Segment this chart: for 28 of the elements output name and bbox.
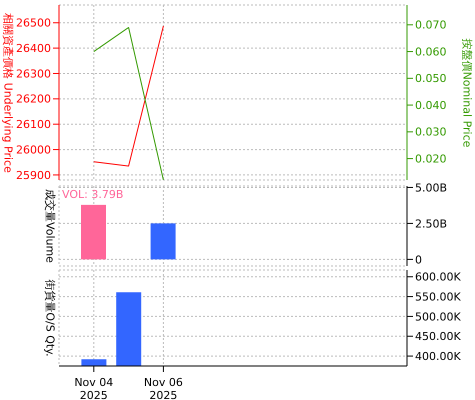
y-tick-label: 5.00B (415, 181, 448, 194)
y2-tick-label: 0.060 (415, 45, 446, 58)
y-tick-label: 26400 (16, 42, 51, 56)
y-tick-label: 400.00K (415, 350, 462, 363)
y2-axis-title: 按盤價Nominal Price (460, 38, 474, 147)
y2-tick-label: 0.070 (415, 18, 446, 32)
y-tick-label: 26200 (16, 92, 51, 106)
y-tick-label: 26300 (16, 67, 51, 80)
y-tick-label: 26000 (16, 143, 51, 156)
y-tick-label: 0 (415, 253, 422, 266)
y2-tick-label: 0.030 (415, 126, 446, 139)
y-axis-title: 成交量Volume (44, 189, 56, 263)
y-tick-label: 450.00K (415, 330, 462, 344)
y-tick-label: 2.50B (415, 217, 448, 230)
y2-tick-label: 0.040 (415, 98, 446, 112)
y-axis-title: 相關資產價格 Underlying Price (2, 12, 14, 172)
y-tick-label: 26500 (16, 16, 51, 30)
y2-tick-label: 0.050 (415, 72, 446, 86)
x-tick-label: Nov 04 2025 (74, 376, 114, 400)
y-tick-label: 500.00K (415, 310, 462, 324)
y2-tick-label: 0.020 (415, 152, 446, 166)
y-tick-label: 600.00K (415, 270, 462, 284)
y-tick-label: 26100 (16, 118, 51, 132)
annotation: VOL: 3.79B (62, 188, 124, 201)
y-tick-label: 550.00K (415, 290, 462, 304)
y-axis-title: 街貨量O/S Qty. (44, 279, 56, 357)
x-tick-label: Nov 06 2025 (144, 376, 183, 400)
y-tick-label: 25900 (16, 168, 51, 182)
